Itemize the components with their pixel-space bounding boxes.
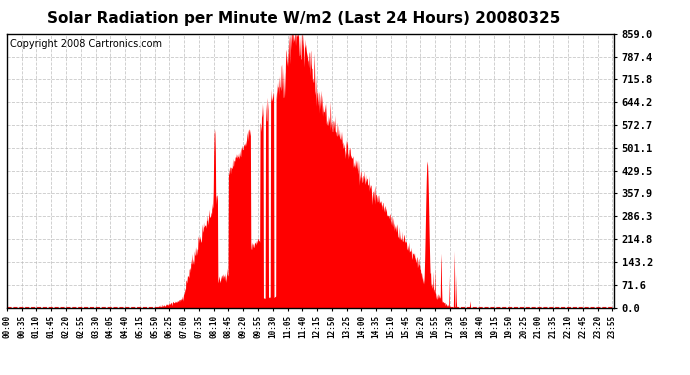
Text: Copyright 2008 Cartronics.com: Copyright 2008 Cartronics.com <box>10 39 162 49</box>
Text: Solar Radiation per Minute W/m2 (Last 24 Hours) 20080325: Solar Radiation per Minute W/m2 (Last 24… <box>47 11 560 26</box>
